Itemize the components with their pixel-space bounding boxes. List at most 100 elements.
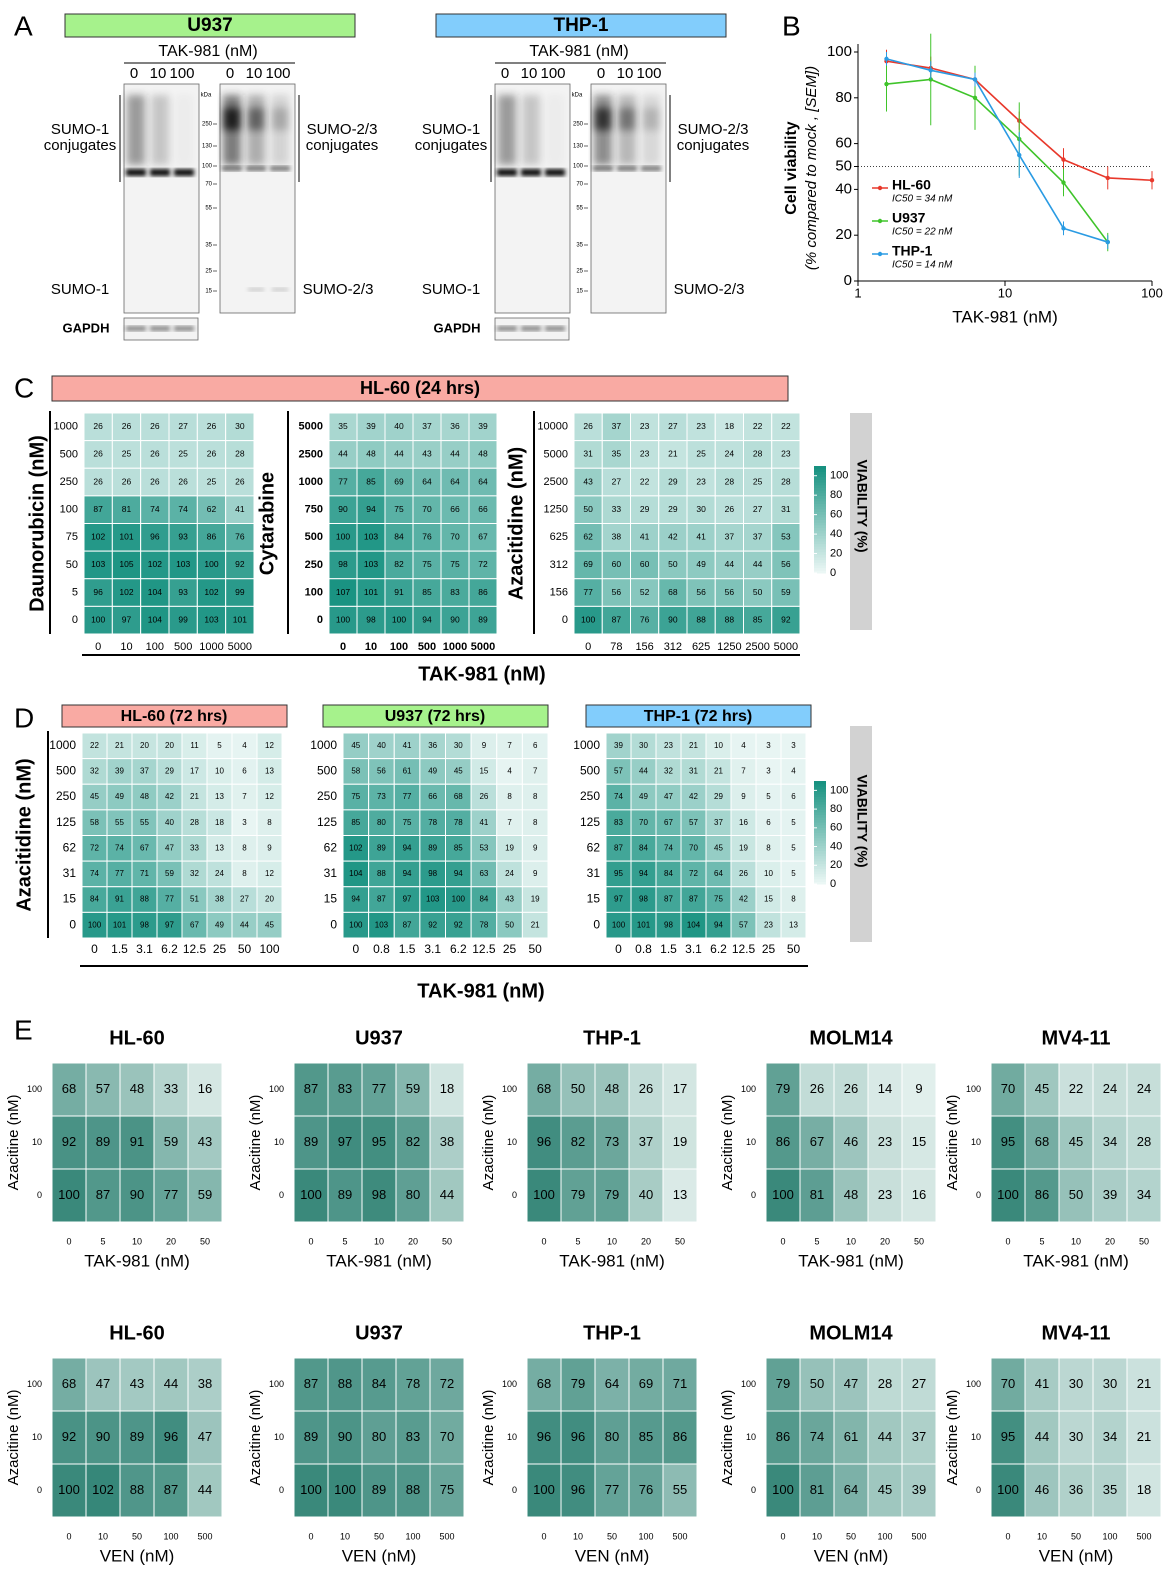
cell-value: 56	[696, 587, 706, 597]
cell-value: 67	[664, 818, 673, 827]
y-axis-title: Azacitine (nM)	[247, 1390, 264, 1486]
kda-marker: 25	[205, 269, 212, 275]
cell-value: 19	[531, 895, 540, 904]
column-label: 10	[132, 1236, 142, 1246]
band	[150, 326, 170, 331]
cell-value: 89	[372, 1482, 386, 1497]
column-label: 1.5	[399, 942, 416, 956]
column-label: 0	[1005, 1531, 1010, 1541]
cell-value: 85	[753, 614, 763, 624]
cell-value: 27	[912, 1376, 926, 1391]
cell-value: 63	[479, 869, 488, 878]
cell-value: 98	[372, 1187, 386, 1202]
cell-value: 83	[338, 1081, 352, 1096]
column-label: 0	[352, 942, 359, 956]
band	[150, 169, 170, 176]
loading-label: GAPDH	[63, 320, 110, 335]
kda-unit: kDa	[201, 93, 212, 99]
figure: ABCDEU937TAK-981 (nM)010100010100kDa2501…	[0, 0, 1172, 1569]
cell-value: 67	[190, 920, 199, 929]
cell-value: 35	[612, 449, 622, 459]
legend-ic50: IC50 = 14 nM	[892, 260, 953, 271]
cell-value: 26	[93, 449, 103, 459]
cell-value: 20	[165, 741, 174, 750]
y-axis-title: Azacitine (nM)	[944, 1390, 961, 1486]
cell-value: 90	[338, 1429, 352, 1444]
cell-value: 100	[392, 614, 406, 624]
cell-value: 29	[668, 504, 678, 514]
cell-value: 100	[58, 1187, 80, 1202]
cell-value: 66	[450, 504, 460, 514]
cell-value: 30	[696, 504, 706, 514]
cell-value: 72	[689, 869, 698, 878]
cell-value: 57	[96, 1081, 110, 1096]
row-label: 15	[63, 892, 77, 906]
cell-value: 73	[605, 1134, 619, 1149]
cell-value: 88	[725, 614, 735, 624]
cell-value: 103	[91, 559, 105, 569]
cell-value: 11	[190, 741, 199, 750]
column-label: 500	[174, 641, 192, 653]
row-label: 0	[976, 1190, 981, 1200]
column-label: 100	[259, 942, 279, 956]
cell-value: 26	[479, 792, 488, 801]
column-label: 0	[541, 1236, 546, 1246]
cell-value: 22	[781, 421, 791, 431]
cell-value: 25	[696, 449, 706, 459]
cell-value: 51	[190, 895, 199, 904]
row-label: 5	[72, 586, 78, 598]
cell-value: 86	[207, 532, 217, 542]
cell-value: 94	[403, 843, 412, 852]
cell-value: 30	[454, 741, 463, 750]
column-label: 20	[408, 1236, 418, 1246]
cell-value: 87	[664, 895, 673, 904]
cell-value: 26	[150, 421, 160, 431]
column-label: 20	[1105, 1236, 1115, 1246]
cell-value: 75	[351, 792, 360, 801]
cell-value: 28	[725, 476, 735, 486]
cell-value: 37	[912, 1429, 926, 1444]
point	[973, 96, 977, 100]
cell-value: 87	[403, 920, 412, 929]
column-label: 0	[91, 942, 98, 956]
column-label: 0	[780, 1236, 785, 1246]
row-label: 156	[550, 586, 568, 598]
band	[246, 166, 266, 171]
cell-value: 77	[583, 587, 593, 597]
x-axis-title: TAK-981 (nM)	[559, 1251, 665, 1270]
cell-value: 91	[394, 587, 404, 597]
conjugates-label: conjugates	[44, 137, 117, 154]
column-label: 156	[635, 641, 653, 653]
cell-value: 38	[440, 1134, 454, 1149]
cell-value: 75	[714, 895, 723, 904]
cell-value: 5	[791, 843, 796, 852]
cell-value: 56	[725, 587, 735, 597]
conjugates-label: SUMO-2/3	[307, 121, 378, 138]
cell-value: 12	[265, 741, 274, 750]
cell-value: 74	[614, 792, 623, 801]
row-label: 500	[317, 764, 337, 778]
row-label: 62	[587, 840, 601, 854]
cell-value: 37	[714, 818, 723, 827]
row-label: 250	[317, 789, 337, 803]
column-label: 5	[100, 1236, 105, 1246]
cell-value: 8	[533, 792, 538, 801]
cell-value: 39	[115, 767, 124, 776]
cell-value: 89	[428, 843, 437, 852]
cell-value: 33	[164, 1081, 178, 1096]
cell-value: 48	[366, 449, 376, 459]
cell-value: 44	[338, 449, 348, 459]
cell-value: 102	[119, 587, 133, 597]
cell-value: 98	[428, 869, 437, 878]
cell-value: 89	[478, 614, 488, 624]
cell-value: 97	[122, 614, 132, 624]
cell-value: 37	[753, 532, 763, 542]
cell-value: 18	[1137, 1482, 1151, 1497]
cell-value: 44	[240, 920, 249, 929]
colorbar-label: 80	[830, 489, 842, 501]
cell-value: 48	[130, 1081, 144, 1096]
cell-value: 48	[140, 792, 149, 801]
cell-value: 78	[428, 818, 437, 827]
cell-value: 53	[781, 532, 791, 542]
cell-value: 41	[696, 532, 706, 542]
